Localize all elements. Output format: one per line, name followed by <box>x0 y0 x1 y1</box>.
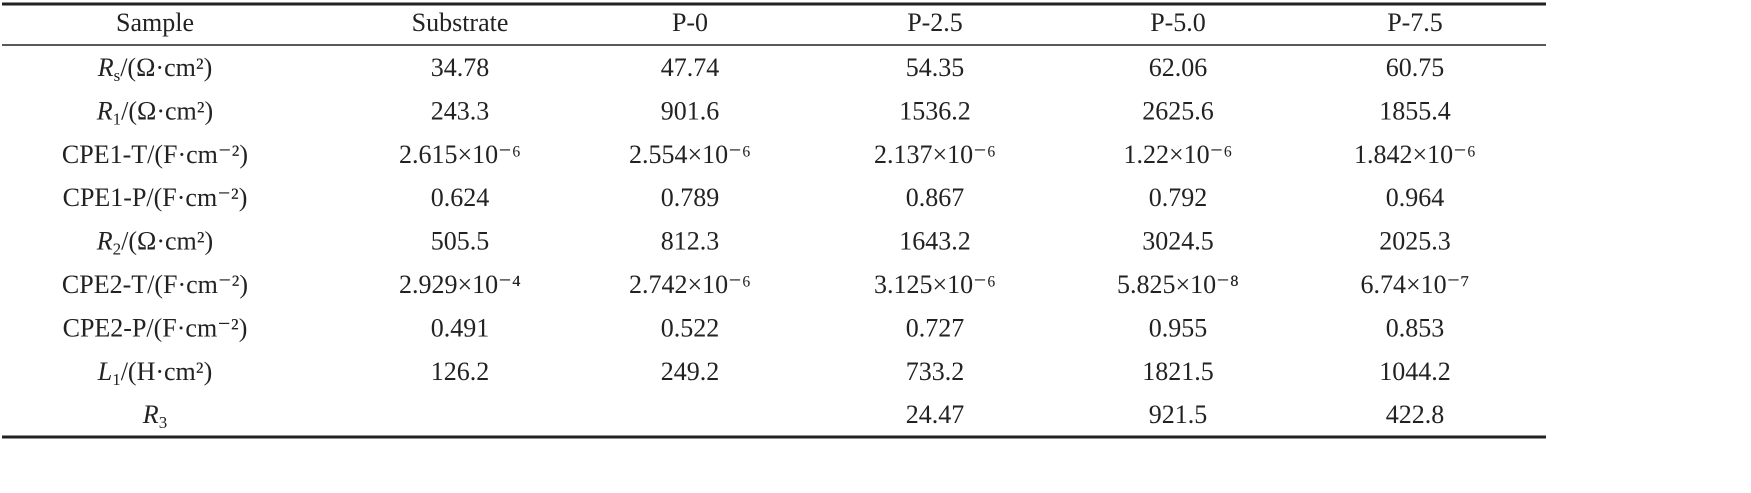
symbol: R <box>97 53 114 82</box>
cell: 6.74×10⁻⁷ <box>1361 270 1470 299</box>
unit: /(H·cm²) <box>121 357 213 386</box>
cell: 2.137×10⁻⁶ <box>874 140 996 169</box>
symbol: R <box>96 96 113 125</box>
symbol: R <box>96 227 113 256</box>
cell: 5.825×10⁻⁸ <box>1117 270 1239 299</box>
row-label: L1/(H·cm²) <box>97 357 213 389</box>
row-label: R1/(Ω·cm²) <box>96 96 213 128</box>
cell: 47.74 <box>661 53 720 82</box>
column-header: P-5.0 <box>1150 8 1206 37</box>
cell: 1643.2 <box>899 227 971 256</box>
column-header: P-2.5 <box>907 8 963 37</box>
cell: 0.522 <box>661 313 720 342</box>
cell: 62.06 <box>1149 53 1208 82</box>
symbol: R <box>142 400 159 429</box>
row-label: R2/(Ω·cm²) <box>96 227 213 259</box>
cell: 249.2 <box>661 357 720 386</box>
cell: 2.929×10⁻⁴ <box>399 270 521 299</box>
column-header: P-7.5 <box>1387 8 1443 37</box>
column-header: Substrate <box>412 8 509 37</box>
cell: 2.615×10⁻⁶ <box>399 140 521 169</box>
row-label: CPE2-P/(F·cm⁻²) <box>63 313 248 342</box>
cell: 0.491 <box>431 313 490 342</box>
subscript: 1 <box>113 109 122 128</box>
cell: 126.2 <box>431 357 490 386</box>
cell: 812.3 <box>661 227 720 256</box>
cell: 1.842×10⁻⁶ <box>1354 140 1476 169</box>
cell: 1821.5 <box>1142 357 1214 386</box>
cell: 2.554×10⁻⁶ <box>629 140 751 169</box>
cell: 0.727 <box>906 313 965 342</box>
cell: 54.35 <box>906 53 965 82</box>
cell: 34.78 <box>431 53 490 82</box>
cell: 0.792 <box>1149 183 1208 212</box>
cell: 2625.6 <box>1142 96 1214 125</box>
cell: 422.8 <box>1386 400 1445 429</box>
symbol: L <box>97 357 112 386</box>
cell: 733.2 <box>906 357 965 386</box>
cell: 1536.2 <box>899 96 971 125</box>
subscript: 3 <box>159 413 168 432</box>
row-label: CPE2-T/(F·cm⁻²) <box>62 270 248 299</box>
subscript: 2 <box>113 240 122 259</box>
cell: 921.5 <box>1149 400 1208 429</box>
cell: 24.47 <box>906 400 965 429</box>
subscript: s <box>114 66 121 85</box>
cell: 0.955 <box>1149 313 1208 342</box>
subscript: 1 <box>112 370 121 389</box>
cell: 243.3 <box>431 96 490 125</box>
cell: 1855.4 <box>1379 96 1451 125</box>
cell: 505.5 <box>431 227 490 256</box>
cell: 0.624 <box>431 183 490 212</box>
cell: 2.742×10⁻⁶ <box>629 270 751 299</box>
cell: 0.867 <box>906 183 965 212</box>
row-label: R3 <box>142 400 167 432</box>
column-header: P-0 <box>672 8 708 37</box>
cell: 0.789 <box>661 183 720 212</box>
cell: 3.125×10⁻⁶ <box>874 270 996 299</box>
cell: 60.75 <box>1386 53 1445 82</box>
cell: 3024.5 <box>1142 227 1214 256</box>
column-header: Sample <box>116 8 194 37</box>
cell: 2025.3 <box>1379 227 1451 256</box>
row-label: CPE1-P/(F·cm⁻²) <box>63 183 248 212</box>
unit: /(Ω·cm²) <box>120 53 212 82</box>
cell: 0.853 <box>1386 313 1445 342</box>
unit: /(Ω·cm²) <box>121 227 213 256</box>
row-label: Rs/(Ω·cm²) <box>97 53 213 85</box>
cell: 1.22×10⁻⁶ <box>1124 140 1233 169</box>
cell: 1044.2 <box>1379 357 1451 386</box>
cell: 901.6 <box>661 96 720 125</box>
cell: 0.964 <box>1386 183 1445 212</box>
unit: /(Ω·cm²) <box>121 96 213 125</box>
row-label: CPE1-T/(F·cm⁻²) <box>62 140 248 169</box>
